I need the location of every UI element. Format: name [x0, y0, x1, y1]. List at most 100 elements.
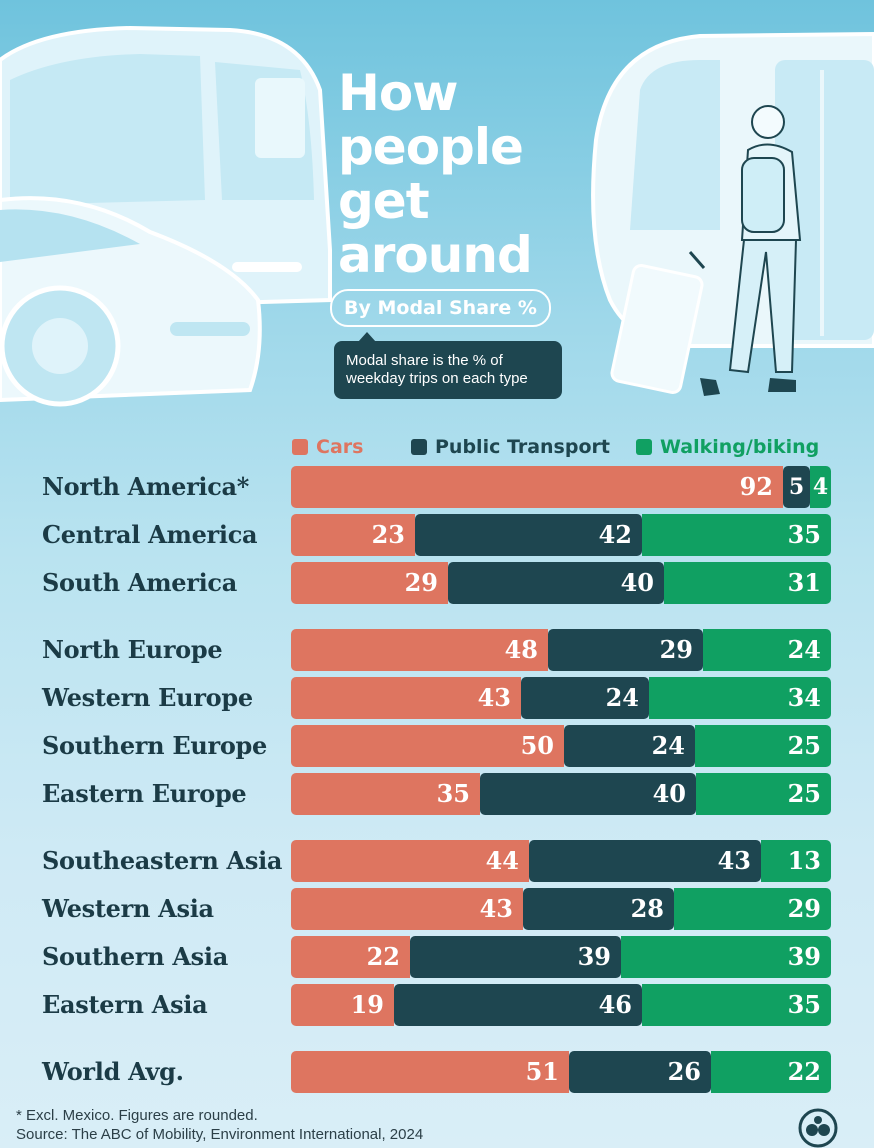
legend-item-walking-biking: Walking/biking [636, 436, 819, 458]
note-line-1: Modal share is the % of [346, 352, 503, 369]
value-label-walking-biking-eastern-europe: 25 [787, 779, 821, 808]
value-label-public-transport-north-europe: 29 [659, 635, 693, 664]
bar-cars-western-europe: 43 [291, 677, 521, 719]
definition-note: Modal share is the % of weekday trips on… [334, 332, 562, 399]
value-label-public-transport-north-america: 5 [788, 474, 805, 500]
train-illustration [591, 31, 874, 348]
footnote: * Excl. Mexico. Figures are rounded. Sou… [16, 1106, 423, 1144]
bar-cars-north-europe: 48 [291, 629, 548, 671]
legend-swatch-public-transport [411, 439, 427, 455]
legend-item-public-transport: Public Transport [411, 436, 610, 458]
legend-item-cars: Cars [292, 436, 363, 458]
title-line-4: around [338, 226, 533, 284]
bar-walking-biking-southeastern-asia: 13 [761, 840, 831, 882]
car-illustration [0, 196, 262, 407]
title-line-2: people [338, 118, 524, 176]
row-label-southern-asia: Southern Asia [42, 942, 228, 971]
row-label-central-america: Central America [42, 520, 258, 549]
value-label-cars-central-america: 23 [371, 520, 405, 549]
row-label-south-america: South America [42, 568, 237, 597]
bar-cars-eastern-europe: 35 [291, 773, 480, 815]
value-label-public-transport-central-america: 42 [598, 520, 632, 549]
footnote-note: * Excl. Mexico. Figures are rounded. [16, 1107, 258, 1124]
legend-swatch-cars [292, 439, 308, 455]
value-label-public-transport-south-america: 40 [620, 568, 654, 597]
bar-walking-biking-southern-europe: 25 [695, 725, 831, 767]
stacked-bar-chart: North America* 92 5 4 Central America 23 42 35 S… [42, 466, 831, 1093]
bar-public-transport-western-asia: 28 [523, 888, 674, 930]
value-label-public-transport-southern-europe: 24 [651, 731, 685, 760]
value-label-walking-biking-southern-europe: 25 [787, 731, 821, 760]
row-label-north-america: North America* [42, 472, 250, 501]
bar-public-transport-south-america: 40 [448, 562, 664, 604]
bar-cars-southern-europe: 50 [291, 725, 564, 767]
value-label-walking-biking-north-america: 4 [812, 474, 829, 500]
bar-walking-biking-north-europe: 24 [703, 629, 831, 671]
value-label-walking-biking-western-europe: 34 [787, 683, 821, 712]
bar-public-transport-southern-asia: 39 [410, 936, 621, 978]
row-label-eastern-europe: Eastern Europe [42, 779, 247, 808]
value-label-walking-biking-western-asia: 29 [787, 894, 821, 923]
bar-walking-biking-north-america: 4 [810, 466, 831, 508]
value-label-walking-biking-south-america: 31 [787, 568, 821, 597]
legend-label-walking-biking: Walking/biking [660, 436, 820, 458]
bar-public-transport-eastern-europe: 40 [480, 773, 696, 815]
legend-label-public-transport: Public Transport [435, 436, 610, 458]
footnote-source: Source: The ABC of Mobility, Environment… [16, 1126, 424, 1143]
bar-public-transport-central-america: 42 [415, 514, 642, 556]
bar-walking-biking-world-avg: 22 [711, 1051, 831, 1093]
bar-walking-biking-south-america: 31 [664, 562, 831, 604]
value-label-public-transport-western-asia: 28 [630, 894, 664, 923]
value-label-cars-western-europe: 43 [477, 683, 511, 712]
bar-walking-biking-eastern-asia: 35 [642, 984, 831, 1026]
bar-public-transport-southeastern-asia: 43 [529, 840, 761, 882]
bar-cars-north-america: 92 [291, 466, 783, 508]
value-label-walking-biking-eastern-asia: 35 [787, 990, 821, 1019]
row-label-western-europe: Western Europe [42, 683, 253, 712]
value-label-cars-southeastern-asia: 44 [485, 846, 519, 875]
bar-cars-western-asia: 43 [291, 888, 523, 930]
bar-public-transport-world-avg: 26 [569, 1051, 711, 1093]
value-label-public-transport-southern-asia: 39 [577, 942, 611, 971]
value-label-public-transport-eastern-europe: 40 [652, 779, 686, 808]
row-label-southern-europe: Southern Europe [42, 731, 267, 760]
value-label-cars-world-avg: 51 [525, 1057, 559, 1086]
row-label-western-asia: Western Asia [42, 894, 214, 923]
legend-label-cars: Cars [316, 436, 364, 458]
value-label-cars-south-america: 29 [404, 568, 438, 597]
bar-public-transport-north-america: 5 [783, 466, 810, 508]
bar-public-transport-western-europe: 24 [521, 677, 649, 719]
value-label-walking-biking-north-europe: 24 [787, 635, 821, 664]
bar-walking-biking-eastern-europe: 25 [696, 773, 831, 815]
bar-cars-world-avg: 51 [291, 1051, 569, 1093]
value-label-public-transport-eastern-asia: 46 [598, 990, 632, 1019]
transport-illustration [0, 25, 874, 407]
value-label-cars-southern-europe: 50 [520, 731, 554, 760]
title-line-1: How [338, 64, 458, 122]
chart-subtitle: By Modal Share % [330, 289, 551, 327]
row-label-eastern-asia: Eastern Asia [42, 990, 208, 1019]
publisher-logo-icon [798, 1108, 838, 1148]
title-line-3: get [338, 172, 430, 230]
row-label-world-avg: World Avg. [42, 1057, 184, 1086]
bar-walking-biking-western-europe: 34 [649, 677, 831, 719]
bar-walking-biking-southern-asia: 39 [621, 936, 831, 978]
value-label-walking-biking-central-america: 35 [787, 520, 821, 549]
bar-cars-southeastern-asia: 44 [291, 840, 529, 882]
note-line-2: weekday trips on each type [346, 370, 528, 387]
row-label-southeastern-asia: Southeastern Asia [42, 846, 283, 875]
value-label-public-transport-world-avg: 26 [667, 1057, 701, 1086]
value-label-cars-western-asia: 43 [479, 894, 513, 923]
value-label-cars-eastern-asia: 19 [350, 990, 384, 1019]
row-label-north-europe: North Europe [42, 635, 223, 664]
bar-public-transport-eastern-asia: 46 [394, 984, 642, 1026]
value-label-walking-biking-southeastern-asia: 13 [787, 846, 821, 875]
bar-public-transport-southern-europe: 24 [564, 725, 695, 767]
value-label-cars-north-europe: 48 [504, 635, 538, 664]
traveller-illustration [610, 105, 802, 396]
bar-public-transport-north-europe: 29 [548, 629, 703, 671]
bar-walking-biking-central-america: 35 [642, 514, 831, 556]
legend-swatch-walking-biking [636, 439, 652, 455]
value-label-public-transport-western-europe: 24 [605, 683, 639, 712]
value-label-walking-biking-southern-asia: 39 [787, 942, 821, 971]
